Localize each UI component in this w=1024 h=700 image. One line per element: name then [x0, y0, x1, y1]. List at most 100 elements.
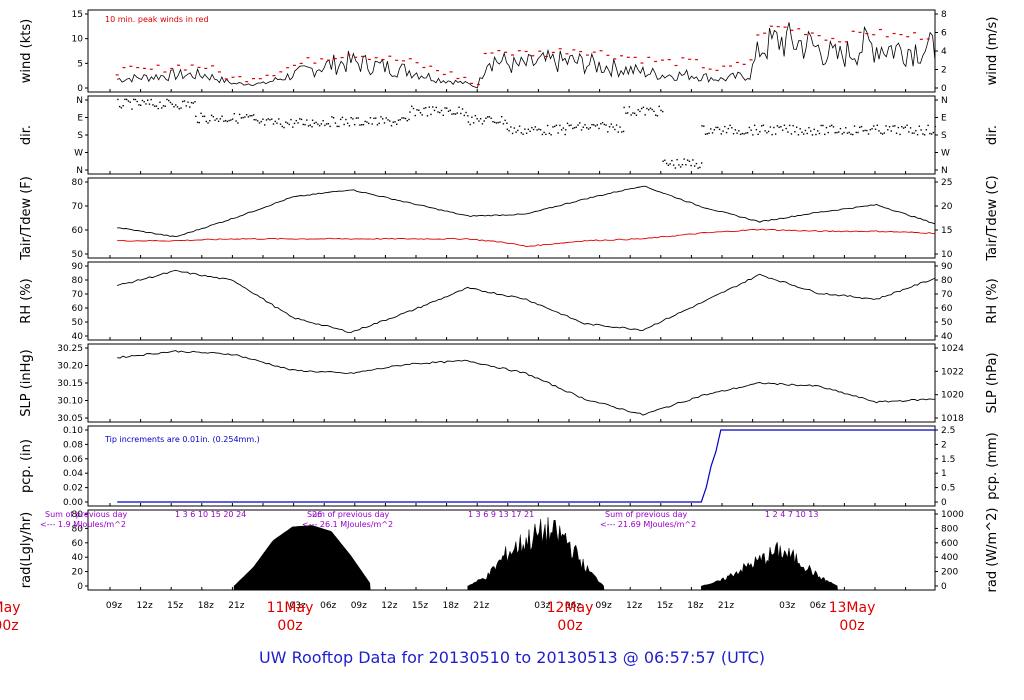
dir-point	[260, 120, 262, 123]
dir-point	[587, 128, 590, 130]
ytick-right: 1022	[941, 367, 964, 377]
dir-point	[221, 115, 223, 117]
dir-point	[286, 122, 289, 124]
xtick-label: 03z	[290, 601, 306, 611]
ytick-right: 2.5	[941, 426, 955, 436]
dir-point	[293, 122, 296, 125]
xtick-label: 12z	[626, 601, 642, 611]
dir-point	[769, 126, 772, 128]
dir-point	[649, 107, 652, 109]
dir-point	[129, 101, 131, 103]
dir-point	[566, 122, 569, 125]
dir-point	[612, 126, 614, 128]
dir-point	[454, 113, 457, 115]
dir-point	[930, 133, 933, 135]
dir-point	[759, 130, 761, 133]
ylabel-right-dir: dir.	[985, 125, 1000, 145]
dir-point	[336, 125, 338, 128]
dir-point	[338, 125, 340, 128]
dir-point	[593, 124, 595, 126]
dir-point	[711, 132, 714, 134]
dir-point	[194, 101, 196, 103]
dir-point	[614, 128, 616, 131]
dir-point	[743, 133, 745, 135]
dir-point	[748, 126, 751, 129]
dir-point	[426, 115, 429, 117]
dir-point	[662, 110, 664, 113]
dir-point	[198, 121, 200, 124]
ytick-left: 70	[72, 202, 84, 212]
dir-point	[271, 118, 273, 120]
ytick-right: 2	[941, 66, 947, 76]
ytick-left: 15	[72, 10, 83, 20]
dir-point	[575, 126, 577, 128]
dir-point	[497, 121, 499, 124]
dir-point	[640, 107, 643, 110]
dir-point	[247, 116, 250, 118]
dir-point	[843, 131, 845, 134]
ytick-right: 80	[941, 276, 953, 286]
dir-point	[539, 129, 542, 131]
dir-point	[240, 117, 243, 119]
dir-point	[703, 125, 705, 127]
xtick-label: 18z	[443, 601, 459, 611]
dir-point	[327, 123, 330, 125]
dir-point	[238, 113, 241, 116]
dir-point	[403, 117, 405, 119]
dir-point	[586, 127, 588, 129]
dir-point	[255, 119, 257, 121]
dir-point	[783, 124, 786, 127]
dir-point	[440, 109, 443, 112]
dir-point	[488, 116, 491, 118]
dir-point	[678, 164, 680, 166]
rad-hour-ticks: 1 2 4 7 10 13	[765, 510, 818, 519]
dir-point	[862, 130, 864, 132]
dir-point	[219, 118, 222, 120]
dir-point	[251, 114, 253, 117]
dir-point	[348, 125, 351, 127]
dir-point	[152, 104, 154, 106]
dir-point	[665, 162, 668, 165]
dir-point	[375, 117, 377, 119]
dir-point	[136, 100, 138, 103]
dir-point	[852, 133, 854, 136]
dir-point	[518, 125, 521, 127]
ytick-right: 0	[941, 582, 947, 592]
dir-point	[369, 117, 372, 119]
dir-point	[189, 106, 191, 108]
dir-point	[692, 159, 694, 161]
dir-point	[827, 131, 829, 134]
rad-hour-ticks: 1 3 6 10 15 20 24	[175, 510, 246, 519]
dir-point	[656, 115, 659, 117]
dir-point	[529, 130, 531, 132]
dir-point	[378, 122, 380, 125]
dir-point	[792, 124, 794, 127]
ytick-left: 40	[72, 553, 84, 563]
dir-point	[245, 114, 248, 116]
ytick-right: 0	[941, 84, 947, 94]
dir-point	[531, 126, 533, 129]
dir-point	[166, 98, 168, 101]
ytick-right: 25	[941, 178, 952, 188]
dir-point	[644, 114, 646, 116]
dir-point	[341, 116, 344, 119]
dir-point	[433, 109, 436, 112]
dir-point	[603, 123, 605, 126]
dir-point	[923, 134, 926, 136]
dir-point	[414, 114, 416, 117]
dir-point	[538, 128, 540, 130]
dir-point	[200, 112, 202, 115]
dir-point	[252, 114, 255, 116]
dir-point	[525, 132, 528, 134]
dir-point	[916, 133, 919, 136]
ytick-left: 10	[72, 35, 84, 45]
dir-point	[622, 130, 625, 133]
ytick-right: 800	[941, 524, 958, 534]
dir-point	[676, 158, 678, 161]
dir-point	[515, 131, 517, 133]
dir-point	[890, 130, 893, 132]
ytick-right: 1	[941, 469, 947, 479]
dir-point	[745, 132, 747, 134]
day-label: 12May	[547, 600, 594, 616]
ytick-left: 70	[72, 290, 84, 300]
